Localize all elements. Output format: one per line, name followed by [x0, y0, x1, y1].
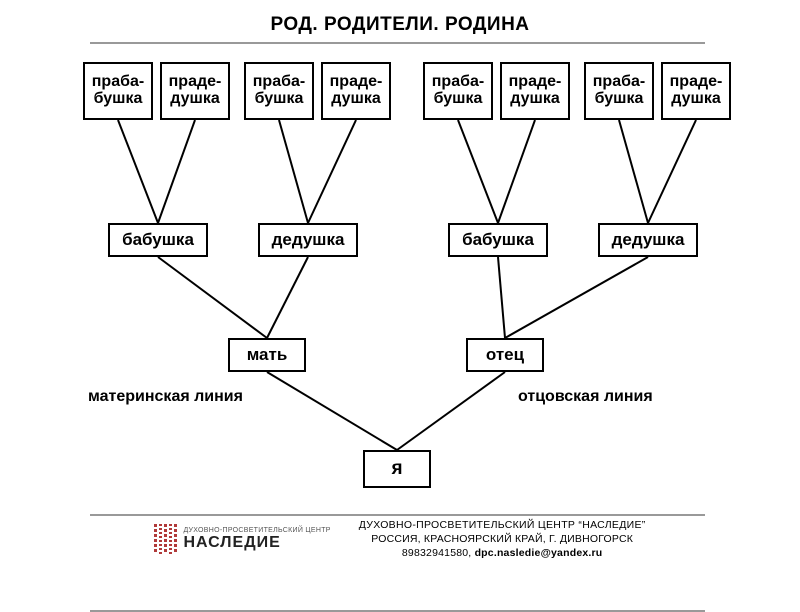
tree-node-gf2: дедушка: [598, 223, 698, 257]
tree-edge: [158, 257, 267, 338]
annotation-maternal: материнская линия: [88, 388, 243, 406]
tree-node-g7: праба- бушка: [584, 62, 654, 120]
family-tree-diagram: праба- бушкапраде- душкапраба- бушкапрад…: [78, 50, 718, 500]
logo-subtitle: ДУХОВНО-ПРОСВЕТИТЕЛЬСКИЙ ЦЕНТР: [183, 527, 330, 534]
footer-phone: 89832941580,: [402, 547, 472, 559]
tree-node-gf1: дедушка: [258, 223, 358, 257]
logo-title: НАСЛЕДИЕ: [183, 534, 330, 552]
tree-edge: [619, 120, 648, 223]
tree-edge: [267, 257, 308, 338]
footer-email: dpc.nasledie@yandex.ru: [475, 547, 603, 559]
tree-edge: [308, 120, 356, 223]
tree-node-me: я: [363, 450, 431, 488]
tree-node-g2: праде- душка: [160, 62, 230, 120]
tree-node-gm1: бабушка: [108, 223, 208, 257]
tree-node-g6: праде- душка: [500, 62, 570, 120]
logo: ДУХОВНО-ПРОСВЕТИТЕЛЬСКИЙ ЦЕНТР НАСЛЕДИЕ: [154, 524, 330, 554]
tree-edge: [648, 120, 696, 223]
tree-node-g8: праде- душка: [661, 62, 731, 120]
tree-node-g4: праде- душка: [321, 62, 391, 120]
tree-edge: [267, 372, 397, 450]
tree-edge: [498, 257, 505, 338]
tree-edge: [158, 120, 195, 223]
tree-node-g1: праба- бушка: [83, 62, 153, 120]
page-title: РОД. РОДИТЕЛИ. РОДИНА: [0, 0, 800, 42]
tree-edge: [498, 120, 535, 223]
footer-rule-top: [90, 514, 705, 516]
footer-contact: 89832941580, dpc.nasledie@yandex.ru: [359, 546, 646, 560]
tree-node-gm2: бабушка: [448, 223, 548, 257]
title-rule: [90, 42, 705, 44]
tree-edge: [397, 372, 505, 450]
annotation-paternal: отцовская линия: [518, 388, 653, 406]
footer-line2: РОССИЯ, КРАСНОЯРСКИЙ КРАЙ, Г. ДИВНОГОРСК: [359, 532, 646, 546]
tree-edge: [458, 120, 498, 223]
tree-edge: [505, 257, 648, 338]
tree-edge: [279, 120, 308, 223]
footer-line1: ДУХОВНО-ПРОСВЕТИТЕЛЬСКИЙ ЦЕНТР “НАСЛЕДИЕ…: [359, 518, 646, 532]
footer: ДУХОВНО-ПРОСВЕТИТЕЛЬСКИЙ ЦЕНТР НАСЛЕДИЕ …: [0, 518, 800, 561]
tree-node-mother: мать: [228, 338, 306, 372]
tree-edge: [118, 120, 158, 223]
footer-text: ДУХОВНО-ПРОСВЕТИТЕЛЬСКИЙ ЦЕНТР “НАСЛЕДИЕ…: [359, 518, 646, 561]
tree-node-father: отец: [466, 338, 544, 372]
logo-ornament-icon: [154, 524, 177, 554]
tree-node-g3: праба- бушка: [244, 62, 314, 120]
tree-node-g5: праба- бушка: [423, 62, 493, 120]
